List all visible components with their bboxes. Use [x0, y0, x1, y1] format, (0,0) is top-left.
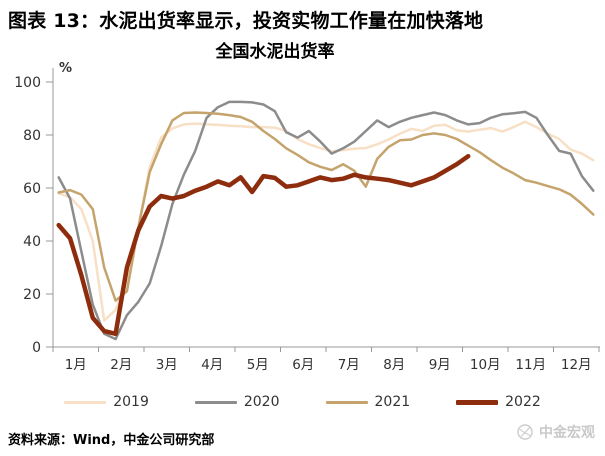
legend-label: 2021 [374, 394, 411, 410]
x-axis-tick-label: 6月 [292, 357, 314, 373]
x-axis-tick-label: 2月 [110, 357, 132, 373]
chart-legend: 2019 2020 2021 2022 [0, 394, 605, 410]
x-axis-tick-label: 11月 [515, 357, 546, 373]
series-line-2021 [57, 111, 595, 302]
x-axis-tick-label: 8月 [383, 357, 405, 373]
source-note: 资料来源：Wind，中金公司研究部 [8, 433, 215, 448]
series-line-2022 [56, 153, 471, 337]
legend-item-2019: 2019 [64, 394, 149, 410]
chart-title: 全国水泥出货率 [215, 42, 335, 62]
legend-swatch-2022 [456, 399, 499, 405]
x-axis-tick-label: 3月 [156, 357, 178, 373]
x-axis-tick-label: 9月 [429, 357, 451, 373]
globe-swirl-icon [516, 423, 534, 441]
line-chart: 0 20 40 60 80 100 1月 2月 3月 4月 5月 6月 7月 8月 9月 10月 11月 12月% [14, 61, 600, 373]
y-axis-tick-label: 0 [32, 340, 41, 356]
legend-item-2020: 2020 [194, 394, 280, 410]
legend-label: 2022 [505, 394, 541, 410]
x-axis-tick-label: 12月 [561, 357, 592, 373]
y-axis-tick-label: 60 [23, 181, 41, 197]
figure-title: 图表 13：水泥出货率显示，投资实物工作量在加快落地 [8, 10, 484, 32]
y-axis-tick-label: 80 [23, 128, 41, 144]
y-axis-tick-label: 20 [23, 287, 41, 303]
y-axis-tick-label: 40 [23, 234, 41, 250]
x-axis-tick-label: 4月 [201, 357, 223, 373]
series-line-2020 [57, 100, 595, 341]
x-axis-tick-label: 10月 [470, 357, 501, 373]
legend-item-2022: 2022 [456, 394, 541, 410]
legend-item-2021: 2021 [325, 394, 411, 410]
y-axis-tick-label: 100 [14, 75, 41, 91]
legend-label: 2019 [113, 394, 149, 410]
legend-swatch-2020 [194, 400, 237, 404]
y-axis-unit: % [59, 61, 72, 76]
watermark-label: 中金宏观 [539, 425, 595, 441]
legend-label: 2020 [243, 394, 280, 410]
x-axis-tick-label: 1月 [65, 357, 87, 373]
x-axis-tick-label: 7月 [338, 357, 360, 373]
watermark: 中金宏观 [516, 422, 595, 442]
legend-swatch-2019 [64, 400, 107, 404]
x-axis-tick-label: 5月 [247, 357, 269, 373]
legend-swatch-2021 [325, 400, 368, 404]
